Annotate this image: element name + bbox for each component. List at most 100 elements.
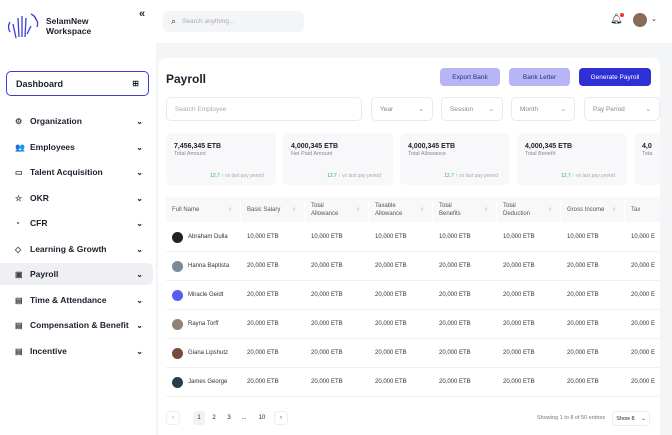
trend-text: vs last pay period [459,173,498,179]
value-cell: 10,000 ETB [503,234,535,240]
collapse-sidebar-icon[interactable]: « [139,8,146,20]
stat-value: 4,000,345 ETB [408,143,456,150]
sidebar-item-label: Learning & Growth [30,244,107,254]
sidebar-item-organization[interactable]: ⚙ Organization ⌄ [0,110,153,132]
topbar: ⌕ Search anything... 🔔︎ ⌄ [156,0,672,43]
sidebar-item-label: Incentive [30,346,67,356]
value-cell: 20,000 ETB [375,321,407,327]
sort-icon[interactable]: ⇕ [611,206,616,213]
sidebar-item-okr[interactable]: ☆ OKR ⌄ [0,187,153,209]
user-avatar[interactable] [633,13,647,27]
search-icon: ⌕ [171,16,177,26]
scroll-gutter [660,43,672,435]
next-page-button[interactable]: › [274,411,288,425]
export-bank-button[interactable]: Export Bank [440,68,500,86]
column-header[interactable]: Total Benefits ⇕ [433,197,496,222]
stat-trend: 12.7 ↑ vs last pay period [210,173,264,179]
value-cell: 20,000 ETB [567,321,599,327]
stat-card: 4,000,345 ETB Total Allowance 12.7 ↑ vs la… [400,133,510,185]
value-cell: 10,000 ETB [375,234,407,240]
chevron-down-icon: ⌄ [136,295,143,305]
column-header[interactable]: Basic Salary ⇕ [241,197,304,222]
page-button[interactable]: 10 [258,415,266,421]
column-header[interactable]: Total Deduction ⇕ [497,197,560,222]
page-size-select[interactable]: Show 8 ⌄ [612,411,650,426]
chevron-down-icon: ⌄ [136,320,143,330]
column-header[interactable]: Tax [625,197,660,222]
stat-trend: 12.7 ↑ vs last pay period [327,173,381,179]
sidebar: SelamNew Workspace « Dashboard ⊞ ⚙ Organiza… [0,0,156,435]
value-cell: 20,000 ETB [567,379,599,385]
table-row[interactable]: Rayna Torff 20,000 ETB 20,000 ETB 20,000 ET… [166,310,660,339]
sidebar-item-label: Organization [30,116,82,126]
graduation-icon: ◇ [15,244,22,254]
table-row[interactable]: Abraham Dulla 10,000 ETB 10,000 ETB 10,000 … [166,223,660,252]
sort-icon[interactable]: ⇕ [419,206,424,213]
chevron-down-icon: ⌄ [488,106,494,113]
sort-icon[interactable]: ⇕ [547,206,552,213]
sidebar-item-payroll[interactable]: ▣ Payroll ⌄ [0,263,153,285]
sort-icon[interactable]: ⇕ [291,206,296,213]
column-header-label: Total Deduction [503,202,531,217]
page-button[interactable]: 1 [193,411,205,425]
chevron-down-icon[interactable]: ⌄ [651,16,657,23]
month-select[interactable]: Month ⌄ [511,97,575,121]
sidebar-item-learning-growth[interactable]: ◇ Learning & Growth ⌄ [0,238,153,260]
stat-value: 4,0 [642,143,652,150]
column-header-label: Full Name [172,206,200,213]
sidebar-item-dashboard[interactable]: Dashboard ⊞ [6,71,149,96]
sidebar-item-time-attendance[interactable]: ▤ Time & Attendance ⌄ [0,289,153,311]
column-header[interactable]: Gross Income ⇕ [561,197,624,222]
sort-icon[interactable]: ⇕ [355,206,360,213]
value-cell: 20,000 ETB [247,263,279,269]
value-cell: 10,000 ETB [311,234,343,240]
page-button[interactable]: 2 [212,415,216,421]
sidebar-item-cfr[interactable]: ◔ CFR ⌄ [0,212,153,234]
sidebar-item-talent-acquisition[interactable]: ▭ Talent Acquisition ⌄ [0,161,153,183]
search-employee-input[interactable]: Search Employee [166,97,362,121]
employee-name: James George [188,379,228,385]
chevron-down-icon: ⌄ [136,269,143,279]
trend-value: 12.7 [327,173,337,179]
sidebar-item-employees[interactable]: 👥 Employees ⌄ [0,136,153,158]
sidebar-item-incentive[interactable]: ▤ Incentive ⌄ [0,340,153,362]
trend-text: vs last pay period [225,173,264,179]
value-cell: 20,000 ETB [439,350,471,356]
sort-icon[interactable]: ⇕ [483,206,488,213]
page-size-label: Show 8 [616,415,635,422]
session-select[interactable]: Session ⌄ [441,97,503,121]
prev-page-button[interactable]: ‹ [166,411,180,425]
table-row[interactable]: James George 20,000 ETB 20,000 ETB 20,000 E… [166,368,660,397]
column-header[interactable]: Total Allowance ⇕ [305,197,368,222]
employee-name: Miracle Geidt [188,292,224,298]
generate-payroll-button[interactable]: Generate Payroll [579,68,651,86]
page-button: ... [241,415,247,421]
value-cell: 10,000 ETB [567,234,599,240]
value-cell: 20,000 ETB [247,379,279,385]
value-cell: 20,000 E [631,379,656,385]
column-header[interactable]: Taxable Allowance ⇕ [369,197,432,222]
stat-label: Total Allowance [408,151,446,157]
chevron-down-icon: ⌄ [645,106,651,113]
page-button[interactable]: 3 [227,415,231,421]
trend-text: vs last pay period [342,173,381,179]
bank-letter-button[interactable]: Bank Letter [509,68,570,86]
chevron-down-icon: ⌄ [418,106,424,113]
global-search-input[interactable]: ⌕ Search anything... [163,11,304,32]
pay-period-select[interactable]: Pay Period ⌄ [584,97,660,121]
column-header[interactable]: Full Name ⇕ [166,197,240,222]
table-row[interactable]: Hanna Baptista 20,000 ETB 20,000 ETB 20,000… [166,252,660,281]
table-row[interactable]: Giana Lipshutz 20,000 ETB 20,000 ETB 20,000… [166,339,660,368]
sort-icon[interactable]: ⇕ [227,206,232,213]
bell-icon[interactable]: 🔔︎ [610,13,624,25]
table-row[interactable]: Miracle Geidt 20,000 ETB 20,000 ETB 20,000 … [166,281,660,310]
month-label: Month [520,105,539,113]
avatar [172,347,183,359]
value-cell: 20,000 ETB [311,292,343,298]
sidebar-item-label: CFR [30,218,48,228]
column-header-label: Total Allowance [311,202,339,217]
sidebar-item-compensation-benefit[interactable]: ▤ Compensation & Benefit ⌄ [0,314,153,336]
logo[interactable]: SelamNew Workspace [6,12,91,40]
sidebar-item-label: Talent Acquisition [30,167,103,177]
year-select[interactable]: Year ⌄ [371,97,433,121]
